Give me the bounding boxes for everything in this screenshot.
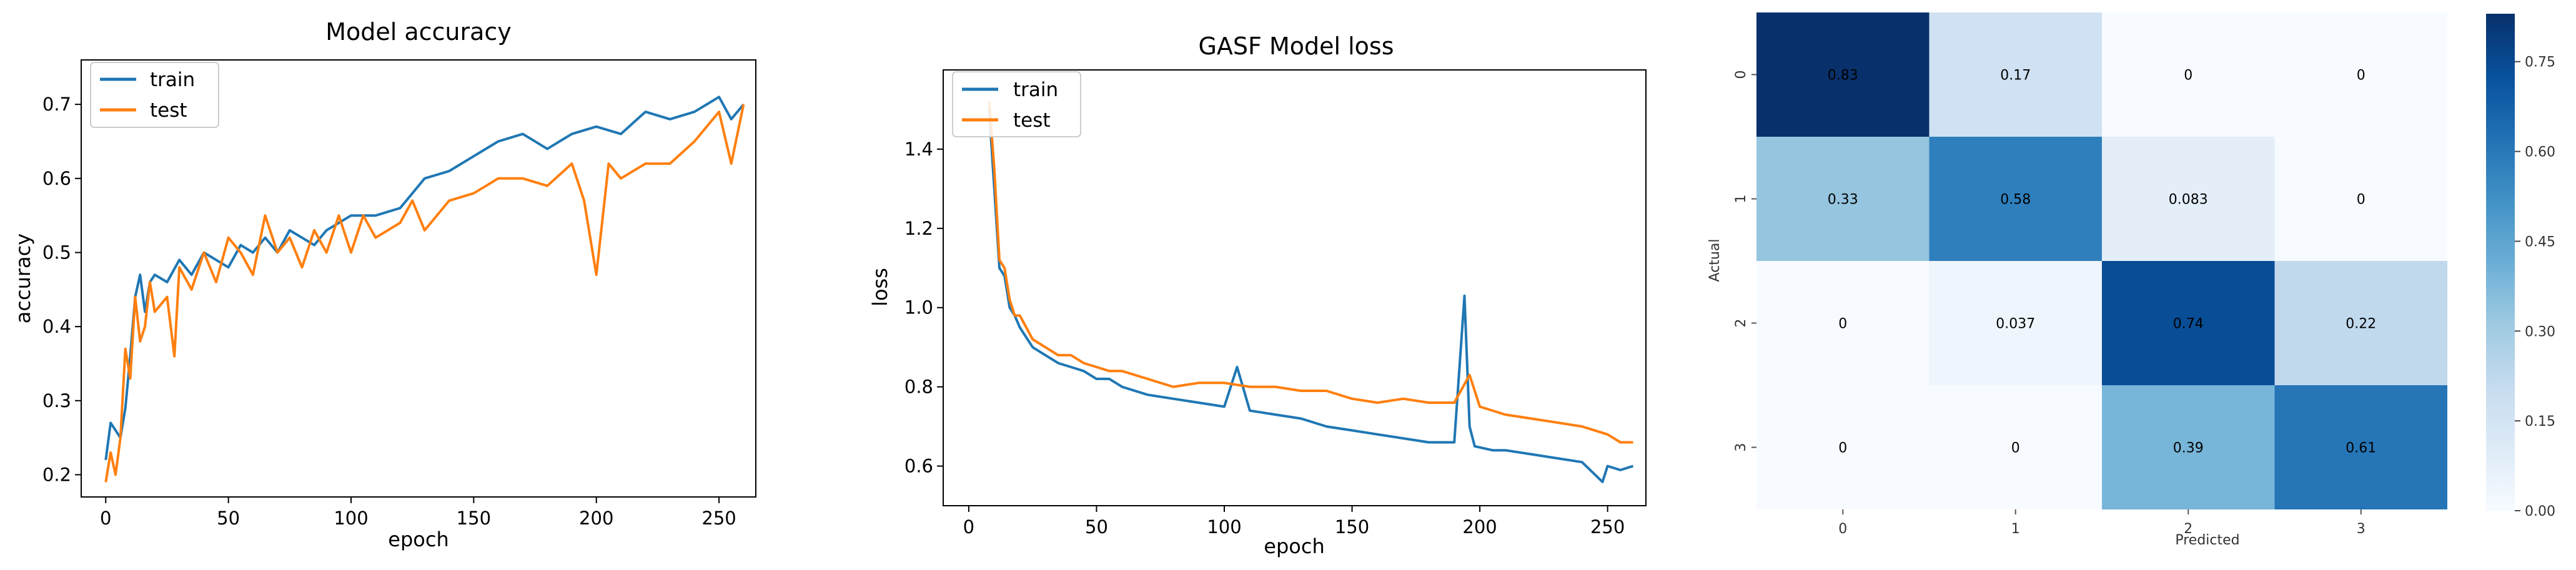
y-tick-label: 0.4 (42, 316, 71, 337)
cell-value-label: 0.037 (1996, 317, 2035, 332)
heatmap-cell (2274, 261, 2447, 385)
y-axis-label: loss (868, 268, 892, 307)
loss-chart: GASF Model loss 0 50 100 150 200 250 0.6 0.8 1.0… (868, 32, 1647, 558)
cell-value-label: 0.17 (2000, 68, 2031, 84)
legend-label-train: train (150, 69, 195, 91)
x-tick-label: 150 (1335, 516, 1369, 538)
x-tick-label: 100 (334, 508, 368, 529)
heatmap-cell (1929, 12, 2102, 137)
x-tick-label: 50 (217, 508, 240, 529)
x-axis-label: Predicted (2175, 533, 2239, 548)
y-axis-label: Actual (1707, 239, 1723, 282)
y-tick-label: 0.6 (42, 168, 71, 189)
y-tick-label: 1.2 (904, 218, 933, 239)
heatmap-cell (2274, 385, 2447, 509)
y-tick-label: 0.8 (904, 376, 933, 398)
x-tick-label: 0 (100, 508, 111, 529)
heatmap-cell (2274, 12, 2447, 137)
heatmap-cell (2274, 137, 2447, 261)
x-tick-label: 0 (1838, 521, 1847, 537)
y-tick-label: 0.2 (42, 464, 71, 485)
heatmap-cell (1756, 12, 1930, 137)
confusion-matrix: 0.83 0.17 0 0 0.33 0.58 0.083 0 0 0.037 0.74 0.22 0 0… (1707, 12, 2555, 548)
series-line-test (988, 101, 1633, 444)
heatmap-cell (2102, 137, 2275, 261)
x-tick-label: 50 (1085, 516, 1108, 538)
cell-value-label: 0.33 (1828, 192, 1858, 208)
legend-label-train: train (1013, 79, 1058, 101)
colorbar-tick-label: 0.75 (2525, 55, 2555, 71)
chart-title: Model accuracy (325, 18, 512, 46)
x-tick-label: 2 (2184, 521, 2192, 537)
x-tick-label: 1 (2011, 521, 2020, 537)
y-tick-label: 1 (1733, 195, 1749, 204)
legend-label-test: test (1013, 109, 1051, 132)
y-tick-label: 0.7 (42, 94, 71, 115)
heatmap-cell (1756, 261, 1930, 385)
heatmap-cell (1929, 261, 2102, 385)
y-tick-label: 2 (1733, 319, 1749, 328)
x-tick-label: 200 (1462, 516, 1497, 538)
cell-value-label: 0 (2011, 441, 2020, 456)
accuracy-chart: Model accuracy 0 50 100 150 200 250 0.2 0.3 0.4 0… (11, 18, 756, 551)
y-tick-label: 3 (1733, 443, 1749, 452)
legend-label-test: test (150, 99, 187, 122)
x-axis-label: epoch (388, 528, 448, 551)
cell-value-label: 0.83 (1828, 68, 1858, 84)
cell-value-label: 0.22 (2346, 317, 2376, 332)
y-tick-label: 0.3 (42, 390, 71, 411)
series-line-test (104, 104, 745, 483)
cell-value-label: 0 (1838, 441, 1847, 456)
series-line-train (988, 109, 1634, 483)
x-tick-label: 200 (579, 508, 613, 529)
y-tick-label: 1.4 (904, 139, 933, 160)
x-axis-label: epoch (1264, 534, 1324, 558)
plot-frame (81, 59, 756, 498)
x-tick-label: 250 (1590, 516, 1625, 538)
x-tick-label: 150 (457, 508, 491, 529)
plot-frame (943, 69, 1647, 506)
cell-value-label: 0 (2357, 192, 2365, 208)
chart-title: GASF Model loss (1198, 32, 1394, 60)
heatmap-cell (2102, 385, 2275, 509)
colorbar-tick-label: 0.00 (2525, 504, 2555, 519)
y-tick-label: 0.6 (904, 456, 933, 477)
legend: train test (952, 71, 1081, 137)
cell-value-label: 0 (1838, 317, 1847, 332)
heatmap-cell (1929, 385, 2102, 509)
legend: train test (90, 62, 219, 128)
y-tick-label: 0 (1733, 71, 1749, 79)
series-line-train (104, 96, 745, 460)
cell-value-label: 0.74 (2173, 317, 2204, 332)
cell-value-label: 0.39 (2173, 441, 2204, 456)
heatmap-cell (2102, 12, 2275, 137)
x-tick-label: 250 (701, 508, 736, 529)
y-tick-label: 0.5 (42, 242, 71, 263)
cell-value-label: 0 (2357, 68, 2365, 84)
colorbar-gradient (2486, 14, 2515, 511)
colorbar: 0.00 0.15 0.30 0.45 0.60 0.75 (2486, 14, 2555, 519)
x-tick-label: 3 (2357, 521, 2365, 537)
cell-value-label: 0.58 (2000, 192, 2031, 208)
colorbar-tick-label: 0.30 (2525, 324, 2555, 340)
colorbar-tick-label: 0.45 (2525, 234, 2555, 250)
heatmap-cell (1756, 137, 1930, 261)
heatmap-cell (1756, 385, 1930, 509)
cell-value-label: 0 (2184, 68, 2192, 84)
y-tick-label: 1.0 (904, 297, 933, 318)
colorbar-tick-label: 0.60 (2525, 145, 2555, 160)
cell-value-label: 0.61 (2346, 441, 2376, 456)
heatmap-cell (1929, 137, 2102, 261)
cell-value-label: 0.083 (2169, 192, 2208, 208)
x-tick-label: 0 (963, 516, 974, 538)
x-tick-label: 100 (1207, 516, 1241, 538)
y-axis-label: accuracy (11, 233, 35, 323)
heatmap-cell (2102, 261, 2275, 385)
colorbar-tick-label: 0.15 (2525, 414, 2555, 430)
